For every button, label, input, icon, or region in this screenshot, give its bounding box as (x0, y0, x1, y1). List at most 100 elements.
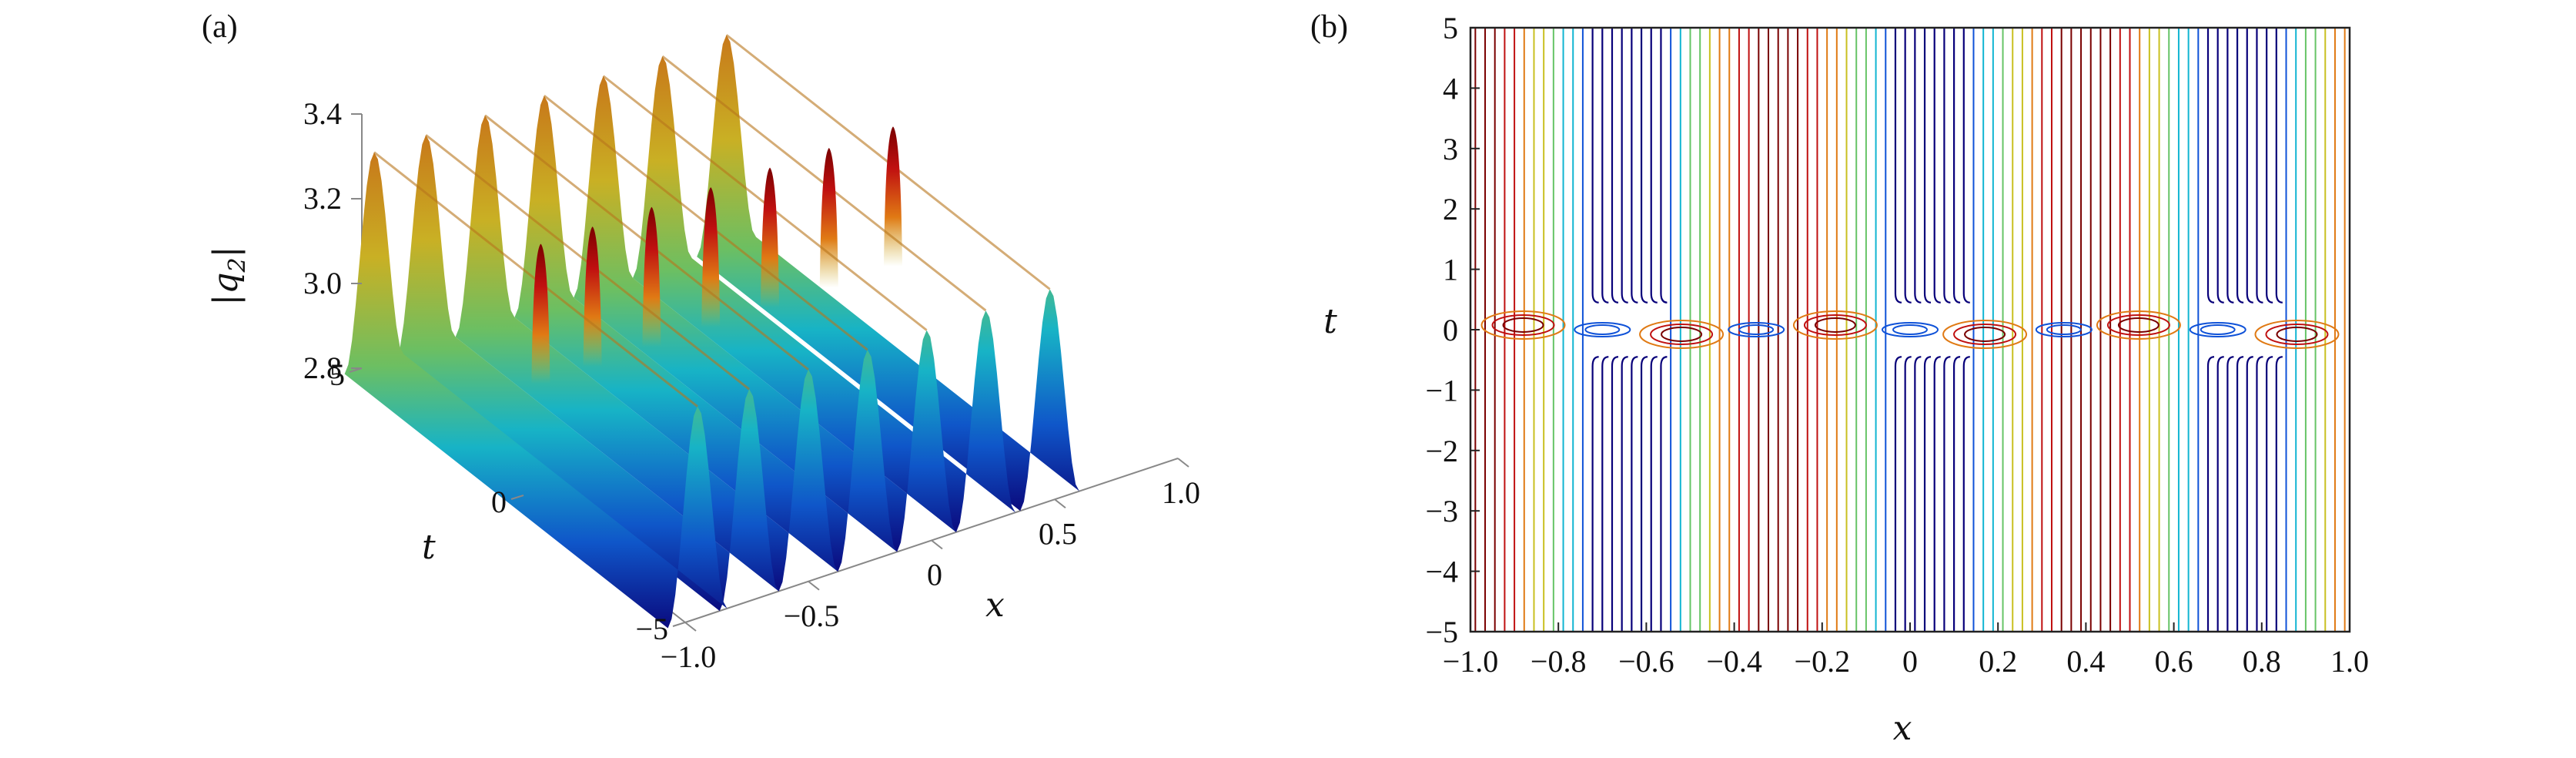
surface-ridges (344, 34, 1079, 629)
contour-t-tick-label: −5 (1425, 615, 1458, 649)
contour-line (1621, 28, 1628, 304)
x-tick-label: 0.5 (1039, 516, 1077, 551)
contour-line (1904, 356, 1912, 632)
contour-peak-ellipse (2265, 324, 2329, 345)
contour-line (1631, 356, 1638, 632)
contour-line (2216, 28, 2224, 304)
contour-line (1953, 356, 1961, 632)
contour-line (2206, 356, 2215, 632)
contour-line (1894, 356, 1902, 632)
contour-peak-ellipse (1942, 320, 2028, 349)
contour-trough-ellipse (1584, 324, 1621, 335)
contour-peak-ellipse (1661, 327, 1703, 342)
surface-ridge (396, 135, 779, 612)
contour-peak-ellipse (1650, 324, 1714, 345)
contour-line (1943, 356, 1951, 632)
contour-line (2256, 28, 2263, 304)
contour-peak-ellipse (2106, 314, 2170, 336)
contour-trough-ellipse (1728, 322, 1785, 337)
x-tick-mark (1177, 458, 1189, 468)
contour-line (1894, 28, 1902, 304)
contour-trough-ellipse (1882, 322, 1939, 337)
contour-peak-ellipse (2117, 317, 2159, 333)
contour-line (2275, 356, 2283, 632)
contour-trough-ellipse (2046, 324, 2082, 335)
rogue-wave-peak (701, 187, 721, 327)
contour-x-tick-label: −0.2 (1795, 644, 1851, 679)
contour-line (1933, 356, 1941, 632)
contour-line (1962, 356, 1970, 632)
contour-peak-ellipse (1491, 314, 1555, 336)
contour-peak-ellipse (1953, 324, 2017, 345)
contour-x-tick-label: −1.0 (1443, 644, 1499, 679)
rogue-wave-peak (531, 243, 550, 384)
contour-x-tick-label: −0.4 (1706, 644, 1762, 679)
contour-line (1601, 356, 1609, 632)
surface-ridge (344, 152, 728, 629)
contour-x-tick-label: 0.4 (2066, 644, 2105, 679)
contour-line (2275, 28, 2283, 304)
contour-line (1591, 28, 1599, 304)
contour-trough-ellipse (2035, 322, 2093, 337)
contour-line (1933, 28, 1941, 304)
contour-line (2206, 28, 2215, 304)
x-tick-label: −1.0 (661, 639, 717, 674)
contour-line (2236, 28, 2244, 304)
contour-line (2256, 356, 2263, 632)
contour-line (2246, 356, 2253, 632)
contour-x-tick-label: 0 (1902, 644, 1918, 679)
rogue-wave-peak (642, 206, 661, 347)
t-tick-mark (349, 367, 363, 373)
contour-line (1601, 28, 1609, 304)
x-tick-label: −0.5 (784, 599, 840, 633)
contour-line (1923, 28, 1932, 304)
contour-peak-ellipse (1803, 314, 1867, 336)
contour-line (1962, 28, 1970, 304)
x-tick-label: 1.0 (1162, 475, 1200, 510)
t-tick-label: 5 (330, 357, 345, 392)
contour-peak-ellipse (2254, 320, 2340, 349)
contour-line (2266, 356, 2273, 632)
contour-line (1591, 356, 1599, 632)
contour-line (1660, 356, 1668, 632)
contour-line (1923, 356, 1932, 632)
contour-peak-ellipse (2276, 327, 2318, 342)
contour-line (2236, 356, 2244, 632)
x-tick-label: 0 (927, 558, 942, 592)
contour-t-tick-label: −3 (1425, 494, 1458, 528)
contour-x-tick-label: −0.6 (1618, 644, 1674, 679)
contour-trough-ellipse (1738, 324, 1775, 335)
contour-line (1914, 356, 1922, 632)
contour-x-ticks: −1.0 −0.8 −0.6 −0.4 −0.2 0 0.2 0.4 0.6 0.8 1.0 (1443, 622, 2369, 679)
contour-x-tick-label: 0.8 (2243, 644, 2281, 679)
surface-ridge (455, 115, 838, 592)
x-tick-mark (931, 539, 943, 550)
t-tick-label: −5 (635, 612, 668, 646)
x-axis-label-3d: x (985, 585, 1005, 625)
contour-line (1904, 28, 1912, 304)
contour-line (1650, 28, 1658, 304)
contour-x-label: x (1893, 709, 1912, 748)
contour-line (1914, 28, 1922, 304)
contour-line (2246, 28, 2253, 304)
contour-line (1640, 28, 1648, 304)
surface-panel: (a) 2.8 3.0 3.2 3.4 −5 0 5 −1.0 −0.5 0 0.5 1.0 |q… (202, 9, 1200, 674)
x-tick-mark (1054, 498, 1066, 509)
contour-peak-ellipse (2096, 310, 2181, 340)
contour-trough-ellipse (2189, 322, 2246, 337)
contour-t-tick-label: 0 (1443, 313, 1458, 347)
contour-trough-ellipse (1892, 324, 1928, 335)
contour-trough-ellipse (2200, 324, 2236, 335)
rogue-wave-peak (819, 147, 838, 288)
contour-line (1640, 356, 1648, 632)
panel-a-label: (a) (202, 9, 238, 45)
contour-plot-area (1470, 28, 2350, 632)
contour-x-tick-label: 0.2 (1979, 644, 2017, 679)
rogue-wave-peak (761, 167, 779, 307)
contour-t-tick-label: −4 (1425, 555, 1458, 589)
contour-t-tick-label: −1 (1425, 373, 1458, 408)
contour-peak-ellipse (1814, 317, 1856, 333)
rogue-wave-peak (583, 226, 602, 367)
contour-line (1611, 28, 1619, 304)
